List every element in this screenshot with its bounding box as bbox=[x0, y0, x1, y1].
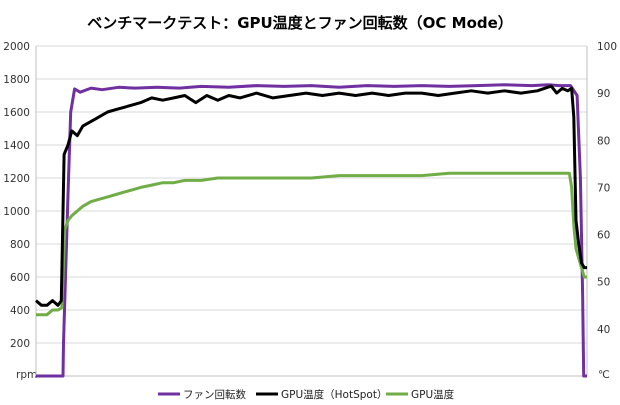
y-tick-label: 600 bbox=[10, 272, 30, 284]
y2-axis-unit: ℃ bbox=[598, 369, 610, 381]
y-tick-label: 400 bbox=[10, 305, 30, 317]
chart-title: ベンチマークテスト：GPU温度とファン回転数（OC Mode） bbox=[87, 14, 513, 32]
y2-tick-label: 40 bbox=[597, 324, 610, 336]
legend-label: GPU温度 bbox=[411, 388, 455, 401]
legend-label: GPU温度（HotSpot） bbox=[281, 388, 387, 401]
y-tick-label: 1400 bbox=[3, 140, 30, 152]
y-tick-label: 1000 bbox=[3, 206, 30, 218]
axes: rpm ℃ 200 400 600 800 1000 1200 1400 1600 1800 20… bbox=[3, 41, 617, 381]
y-tick-label: 1600 bbox=[3, 107, 30, 119]
series-line-3 bbox=[36, 171, 587, 317]
y-tick-label: 2000 bbox=[3, 41, 30, 53]
legend: ファン回転数 GPU温度（HotSpot） GPU温度 bbox=[158, 388, 455, 401]
y-tick-label: 200 bbox=[10, 338, 30, 350]
y2-tick-label: 60 bbox=[597, 230, 610, 242]
y-tick-label: 800 bbox=[10, 239, 30, 251]
y2-tick-label: 100 bbox=[597, 41, 617, 53]
y-tick-label: 1200 bbox=[3, 173, 30, 185]
series-lines bbox=[35, 83, 587, 378]
series-line-1 bbox=[36, 83, 587, 378]
y2-tick-label: 80 bbox=[597, 135, 610, 147]
y-tick-label: 1800 bbox=[3, 74, 30, 86]
legend-label: ファン回転数 bbox=[183, 388, 246, 401]
y2-tick-label: 50 bbox=[597, 277, 610, 289]
y-axis-unit: rpm bbox=[16, 369, 37, 381]
y2-tick-label: 70 bbox=[597, 182, 610, 194]
y2-tick-label: 90 bbox=[597, 88, 610, 100]
series-line-2 bbox=[35, 84, 587, 307]
